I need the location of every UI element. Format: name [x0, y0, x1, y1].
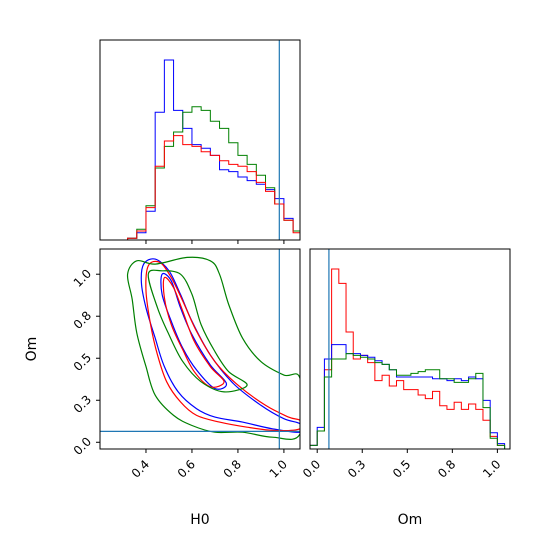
- om-axis-tick-labels-bottom: 0.0 0.3 0.5 0.8 1.0: [300, 457, 504, 480]
- contour-outer-series-3: [126, 256, 300, 440]
- om-histogram-series-2: [310, 344, 510, 449]
- om-histogram-panel: 0.0 0.3 0.5 0.8 1.0: [300, 248, 511, 481]
- om-tick-label: 0.8: [71, 308, 94, 331]
- om-tick-label: 0.0: [71, 434, 94, 457]
- om-axis-tick-labels: 0.0 0.3 0.5 0.8 1.0: [71, 266, 94, 457]
- om-histogram-series-3: [310, 353, 510, 449]
- h0-histogram-plot-area: [100, 40, 300, 240]
- om-histogram-tick-label: 0.3: [345, 457, 368, 480]
- h0-histogram-series-2: [100, 106, 300, 240]
- h0-tick-label: 1.0: [267, 457, 290, 480]
- om-histogram-frame: [309, 248, 511, 450]
- om-axis-label-left: Om: [24, 337, 40, 362]
- h0-histogram-frame: [99, 39, 301, 241]
- om-histogram-tick-label: 0.5: [390, 457, 413, 480]
- om-histogram-plot-area: [310, 249, 510, 449]
- contour-outer-series-2: [145, 260, 300, 432]
- h0-tick-label: 0.8: [221, 457, 244, 480]
- h0-om-contour-panel: 0.0 0.3 0.5 0.8 1.0 0.4 0.6 0.8 1.0: [71, 248, 301, 481]
- h0-histogram-panel: [99, 39, 301, 244]
- h0-histogram-ticks: [145, 240, 285, 244]
- h0-histogram-series-3: [100, 135, 300, 240]
- h0-tick-label: 0.4: [129, 457, 152, 480]
- om-tick-label: 0.5: [71, 350, 94, 373]
- h0-axis-tick-labels: 0.4 0.6 0.8 1.0: [129, 457, 290, 480]
- h0-histogram-series-1: [100, 59, 300, 240]
- om-histogram-tick-label: 0.8: [435, 457, 458, 480]
- h0-om-contour-ticks: [96, 273, 285, 453]
- contour-inner-series-3: [147, 269, 248, 393]
- om-tick-label: 1.0: [71, 266, 94, 289]
- om-histogram-ticks: [316, 449, 498, 453]
- om-tick-label: 0.3: [71, 392, 94, 415]
- om-histogram-tick-label: 1.0: [480, 457, 503, 480]
- contour-inner-series-1: [160, 272, 228, 390]
- h0-om-contour-plot-area: [100, 249, 300, 449]
- om-histogram-series-1: [310, 268, 510, 449]
- h0-om-contour-frame: [99, 248, 301, 450]
- om-axis-label-bottom: Om: [398, 512, 423, 528]
- h0-axis-label: H0: [190, 512, 209, 528]
- h0-tick-label: 0.6: [175, 457, 198, 480]
- contour-outer-series-1: [140, 258, 300, 433]
- contour-inner-series-2: [162, 276, 225, 388]
- om-histogram-tick-label: 0.0: [300, 457, 323, 480]
